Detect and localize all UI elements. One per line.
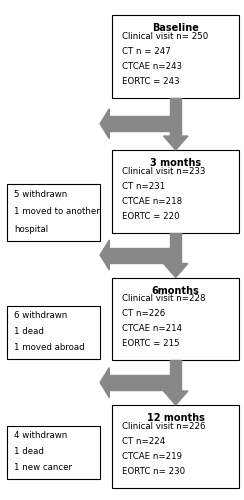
Text: Clinical visit n=228: Clinical visit n=228 bbox=[122, 294, 206, 303]
Text: 1 moved to another: 1 moved to another bbox=[14, 207, 100, 216]
Text: CTCAE n=219: CTCAE n=219 bbox=[122, 452, 183, 460]
Bar bbox=[109, 116, 171, 132]
Polygon shape bbox=[100, 109, 109, 139]
Text: 5 withdrawn: 5 withdrawn bbox=[14, 190, 67, 198]
Text: Baseline: Baseline bbox=[152, 23, 199, 33]
Bar bbox=[170, 98, 181, 136]
Text: hospital: hospital bbox=[14, 224, 48, 234]
Text: Clinical visit n=226: Clinical visit n=226 bbox=[122, 422, 206, 430]
Text: 6months: 6months bbox=[152, 286, 200, 296]
Polygon shape bbox=[100, 240, 109, 270]
FancyBboxPatch shape bbox=[7, 306, 100, 358]
Text: 6 withdrawn: 6 withdrawn bbox=[14, 312, 67, 320]
Text: EORTC = 215: EORTC = 215 bbox=[122, 339, 180, 348]
Text: CT n=231: CT n=231 bbox=[122, 182, 166, 190]
Text: CT n = 247: CT n = 247 bbox=[122, 46, 171, 56]
Text: Clinical visit n=233: Clinical visit n=233 bbox=[122, 166, 206, 175]
Text: 1 new cancer: 1 new cancer bbox=[14, 463, 72, 472]
Text: CTCAE n=214: CTCAE n=214 bbox=[122, 324, 183, 333]
Text: Clinical visit n= 250: Clinical visit n= 250 bbox=[122, 32, 209, 40]
FancyBboxPatch shape bbox=[7, 184, 100, 242]
Text: 1 dead: 1 dead bbox=[14, 447, 44, 456]
Text: 1 dead: 1 dead bbox=[14, 327, 44, 336]
FancyBboxPatch shape bbox=[112, 150, 239, 232]
Bar bbox=[170, 360, 181, 391]
Text: CTCAE n=218: CTCAE n=218 bbox=[122, 196, 183, 205]
FancyBboxPatch shape bbox=[112, 405, 239, 487]
Polygon shape bbox=[163, 391, 188, 405]
FancyBboxPatch shape bbox=[112, 15, 239, 98]
Text: EORTC = 243: EORTC = 243 bbox=[122, 76, 180, 86]
Text: 4 withdrawn: 4 withdrawn bbox=[14, 432, 67, 440]
Text: CT n=226: CT n=226 bbox=[122, 309, 166, 318]
Text: 1 moved abroad: 1 moved abroad bbox=[14, 343, 84, 352]
Polygon shape bbox=[163, 136, 188, 150]
Bar bbox=[109, 248, 171, 262]
Text: 12 months: 12 months bbox=[147, 413, 205, 423]
Bar bbox=[109, 375, 171, 390]
Text: EORTC n= 230: EORTC n= 230 bbox=[122, 466, 185, 475]
Text: 3 months: 3 months bbox=[150, 158, 201, 168]
Bar bbox=[170, 232, 181, 264]
Text: CTCAE n=243: CTCAE n=243 bbox=[122, 62, 183, 70]
Text: CT n=224: CT n=224 bbox=[122, 436, 166, 446]
Polygon shape bbox=[100, 368, 109, 398]
FancyBboxPatch shape bbox=[112, 278, 239, 360]
FancyBboxPatch shape bbox=[7, 426, 100, 479]
Text: EORTC = 220: EORTC = 220 bbox=[122, 212, 180, 220]
Polygon shape bbox=[163, 264, 188, 278]
